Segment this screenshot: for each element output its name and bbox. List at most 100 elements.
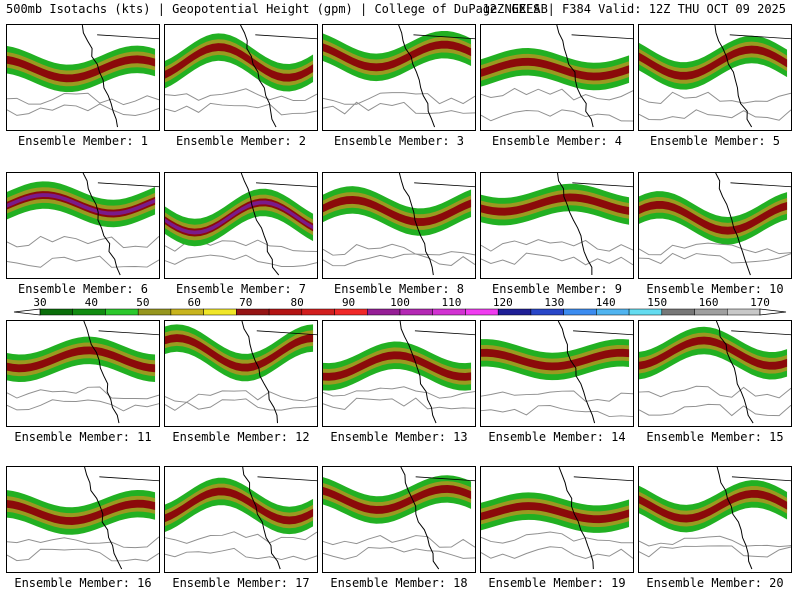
colorbar-swatch [72,308,106,316]
coastline [714,25,753,128]
ensemble-member-label: Ensemble Member: 2 [175,134,307,148]
coastline [716,467,753,570]
colorbar-swatch [301,308,335,316]
height-contour [7,536,159,549]
colorbar-tick-label: 100 [390,296,410,309]
jet-stream-map [165,25,317,128]
height-contour [7,399,159,412]
height-contour [165,531,317,544]
height-contour [639,545,791,558]
height-contour [481,109,633,122]
jet-stream-map [323,25,475,128]
jet-stream-map [7,173,159,276]
coastline [556,25,594,128]
colorbar-swatch [367,308,401,316]
colorbar-tick-label: 40 [85,296,98,309]
jet-stream-map [7,467,159,570]
height-contour [639,91,791,105]
ensemble-panel-9 [480,172,634,279]
colorbar-swatch [236,308,270,316]
colorbar-tick-label: 90 [342,296,355,309]
jet-core [481,57,630,81]
colorbar-tick-label: 120 [493,296,513,309]
border-line [729,34,791,40]
ensemble-member-label: Ensemble Member: 13 [330,430,468,444]
colorbar-tick-label: 70 [239,296,252,309]
coastline [399,321,437,424]
colorbar-swatch [530,308,564,316]
jet-band-outer [165,324,314,382]
height-contour [165,398,317,411]
jet-stream-map [323,467,475,570]
height-contour [481,390,633,402]
ensemble-panel-5 [638,24,792,131]
colorbar-swatch [170,308,204,316]
height-contour [323,546,475,560]
height-contour [323,101,475,115]
map-title: 500mb Isotachs (kts) | Geopotential Heig… [6,2,548,16]
coastline [398,25,436,128]
ensemble-member-label: Ensemble Member: 17 [172,576,310,590]
colorbar-swatch [137,308,172,316]
height-contour [323,92,475,105]
jet-core [165,334,314,372]
ensemble-panel-16 [6,466,160,573]
jet-core [323,195,472,226]
border-line [573,330,633,336]
height-contour [165,547,317,561]
ensemble-panel-11 [6,320,160,427]
jet-core [481,193,630,216]
coastline [240,173,280,276]
coastline [557,321,596,424]
jet-stream-map [7,25,159,128]
border-line [415,476,475,482]
ensemble-member-label: Ensemble Member: 4 [491,134,623,148]
jet-stream-map [7,321,159,424]
height-contour [7,386,159,400]
colorbar-tick-label: 130 [544,296,564,309]
coastline [398,173,434,276]
height-contour [323,243,475,256]
ensemble-panel-18 [322,466,476,573]
colorbar-swatch [563,308,597,316]
colorbar-swatch [105,308,139,316]
jet-band-mid [7,342,156,377]
colorbar-swatch [661,308,695,316]
height-contour [481,87,633,101]
coastline [715,173,751,276]
border-line [256,330,317,336]
jet-core [165,43,314,82]
coastline [240,25,277,128]
border-line [414,182,475,188]
colorbar-tick-label: 80 [291,296,304,309]
jet-core [323,485,472,514]
ensemble-panel-10 [638,172,792,279]
jet-stream-map [481,25,633,128]
jet-stream-map [165,467,317,570]
ensemble-panel-6 [6,172,160,279]
jet-stream-map [165,173,317,276]
colorbar-swatch [596,308,630,316]
colorbar-swatch [727,308,761,316]
coastline [81,25,118,128]
height-contour [481,405,633,418]
ensemble-member-label: Ensemble Member: 18 [330,576,468,590]
border-line [256,182,317,188]
border-line [98,330,159,336]
colorbar-swatch [694,308,728,316]
height-contour [7,92,159,106]
colorbar-swatch [334,308,368,316]
jet-stream-map [481,467,633,570]
border-line [572,182,633,188]
ensemble-member-label: Ensemble Member: 5 [649,134,781,148]
coastline [715,321,754,424]
jet-core [7,55,156,83]
ensemble-panel-15 [638,320,792,427]
jet-core [7,346,156,373]
ensemble-member-label: Ensemble Member: 19 [488,576,626,590]
ensemble-panel-12 [164,320,318,427]
ensemble-member-label: Ensemble Member: 9 [491,282,623,296]
jet-core [165,487,314,525]
coastline [558,467,594,570]
colorbar-tick-label: 110 [441,296,461,309]
